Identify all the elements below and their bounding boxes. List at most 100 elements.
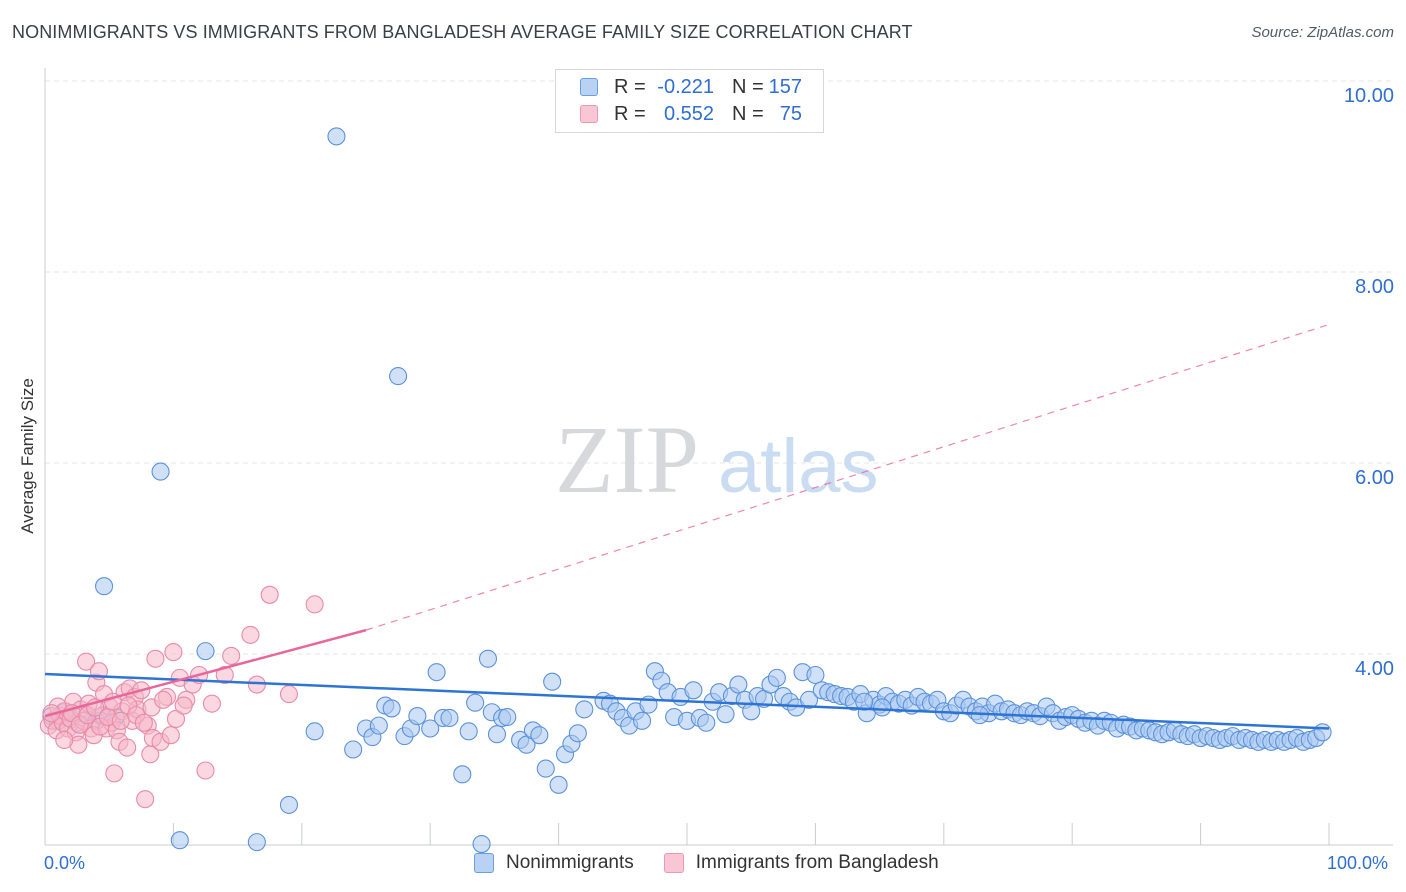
x-tick-label-min: 0.0% [44,853,86,873]
data-point [111,711,130,730]
legend-n-value: 157 [768,75,802,98]
data-point [806,665,825,685]
watermark-atlas: atlas [718,424,879,509]
data-point [118,738,137,757]
data-point [55,730,74,750]
data-point [389,367,408,386]
data-point [161,726,180,745]
data-point [440,708,459,728]
data-point [697,713,716,732]
legend-swatch-blue [474,853,494,873]
data-point [408,707,427,726]
data-point [344,740,363,759]
legend-n-label: N = [732,75,764,98]
data-point [799,690,819,709]
data-point [466,693,485,712]
data-point [536,759,555,778]
data-point [369,716,388,735]
data-point [767,668,786,687]
legend-swatch-pink [663,853,684,873]
legend-label-nonimmigrants: Nonimmigrants [506,852,634,873]
chart-title: NONIMMIGRANTS VS IMMIGRANTS FROM BANGLAD… [12,22,913,42]
data-point [279,685,299,704]
y-tick-label-10: 10.00 [1343,85,1394,107]
trend-line-nonimmigrants [44,672,1330,730]
data-point [684,681,703,700]
data-point [487,725,507,744]
watermark: ZIP atlas [555,406,879,513]
data-point [382,699,401,718]
data-point [247,675,266,694]
grid-lines [45,80,1393,655]
data-point [427,663,446,682]
data-point [222,646,241,665]
data-point [151,462,170,481]
trend-line-immigrants [44,628,367,718]
data-point [575,700,594,719]
legend-swatch-pink [580,105,598,123]
trend-lines [44,323,1330,730]
legend-row-nonimmigrants: R = -0.221 N = 157 [580,75,802,99]
correlation-legend: R = -0.221 N = 157 R = 0.552 N = 75 [555,69,824,133]
watermark-zip: ZIP [555,406,699,513]
y-tick-label-6: 6.00 [1355,467,1394,489]
data-point [472,834,491,854]
y-tick-label-4: 4.00 [1355,658,1394,680]
data-point [453,765,472,784]
data-point [478,649,498,668]
legend-n-value: 75 [779,102,802,125]
x-tick-label-max: 100.0% [1327,853,1389,873]
data-point [146,649,165,668]
data-point [164,643,183,662]
data-point [633,711,652,730]
data-point [421,719,440,738]
data-point [196,642,215,661]
data-point [498,707,517,727]
legend-n-label: N = [732,102,764,125]
data-point [549,775,568,794]
data-point [215,665,234,685]
data-point [716,705,735,724]
legend-r-label: R = [614,102,646,125]
data-point [174,696,193,715]
data-point [77,652,96,671]
legend-item-immigrants[interactable]: Immigrants from Bangladesh [663,852,939,874]
legend-r-value: 0.552 [663,102,714,125]
y-tick-label-8: 8.00 [1355,276,1394,298]
data-point [327,127,346,146]
data-point [305,595,324,614]
source-label: Source: ZipAtlas.com [1251,24,1394,41]
data-point [530,726,549,745]
data-point [154,690,173,709]
data-point [305,722,324,741]
legend-row-immigrants: R = 0.552 N = 75 [580,102,802,126]
data-point [543,672,562,691]
legend-r-label: R = [614,75,646,98]
legend-item-nonimmigrants[interactable]: Nonimmigrants [474,852,634,874]
legend-swatch-blue [580,78,598,96]
data-point [855,692,874,711]
data-point [729,675,748,694]
data-point [202,694,221,713]
series-immigrants-bangladesh [39,585,324,809]
legend-r-value: -0.221 [657,75,714,98]
data-point [136,790,155,809]
data-point [568,724,587,743]
legend-label-immigrants: Immigrants from Bangladesh [695,852,939,873]
data-point [166,709,186,728]
data-point [279,795,299,814]
data-point [241,625,260,644]
series-legend: Nonimmigrants Immigrants from Bangladesh [474,852,969,874]
data-point [260,585,279,604]
data-point [134,713,153,732]
data-point [873,698,892,717]
data-point [459,722,478,741]
data-point [170,831,189,850]
data-point [196,761,215,780]
data-point [247,833,266,852]
data-point [105,764,124,783]
data-point [95,577,114,596]
data-point [1313,723,1332,742]
y-axis-label: Average Family Size [18,378,37,534]
